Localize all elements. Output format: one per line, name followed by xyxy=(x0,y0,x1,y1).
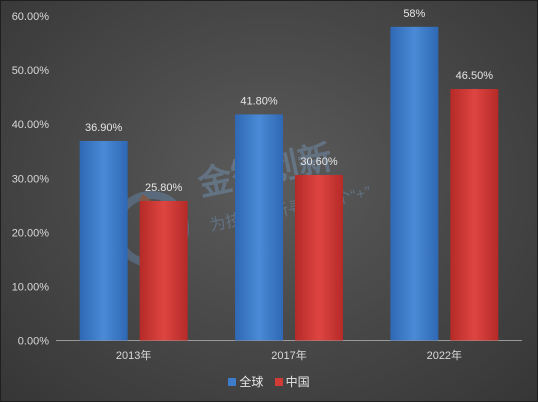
data-labels: 36.90% 25.80% 41.80% 30.60% 58% 46.50% xyxy=(85,8,493,194)
y-tick-label: 0.00% xyxy=(18,336,49,348)
legend-swatch-china xyxy=(274,377,283,386)
x-tick-label: 2013年 xyxy=(116,348,151,362)
data-label: 46.50% xyxy=(456,70,494,82)
legend: 全球 中国 xyxy=(1,373,537,390)
legend-label-global: 全球 xyxy=(239,375,264,389)
legend-item-china: 中国 xyxy=(274,373,310,390)
x-axis-ticks: 2013年 2017年 2022年 xyxy=(116,348,462,362)
y-tick-label: 40.00% xyxy=(12,119,50,131)
bar-china xyxy=(139,200,188,341)
legend-item-global: 全球 xyxy=(228,373,263,390)
y-tick-label: 50.00% xyxy=(12,65,50,77)
bar-china xyxy=(450,89,499,341)
bar-global xyxy=(390,26,439,341)
bar-china xyxy=(295,175,343,341)
data-label: 30.60% xyxy=(300,156,338,168)
y-tick-label: 10.00% xyxy=(12,281,50,293)
y-tick-label: 30.00% xyxy=(12,173,50,185)
data-label: 41.80% xyxy=(240,95,278,107)
bar-global xyxy=(235,114,283,341)
bar-global xyxy=(79,140,128,341)
legend-label-china: 中国 xyxy=(285,375,310,389)
y-tick-label: 20.00% xyxy=(12,227,50,239)
y-tick-label: 60.00% xyxy=(12,11,50,23)
legend-swatch-global xyxy=(228,377,237,386)
bars xyxy=(79,26,499,341)
data-label: 25.80% xyxy=(145,182,183,194)
data-label: 36.90% xyxy=(85,122,123,134)
y-axis-ticks: 0.00% 10.00% 20.00% 30.00% 40.00% 50.00% 60.00… xyxy=(12,11,50,348)
x-tick-label: 2022年 xyxy=(427,348,462,362)
data-label: 58% xyxy=(403,8,425,20)
x-tick-label: 2017年 xyxy=(271,348,306,362)
